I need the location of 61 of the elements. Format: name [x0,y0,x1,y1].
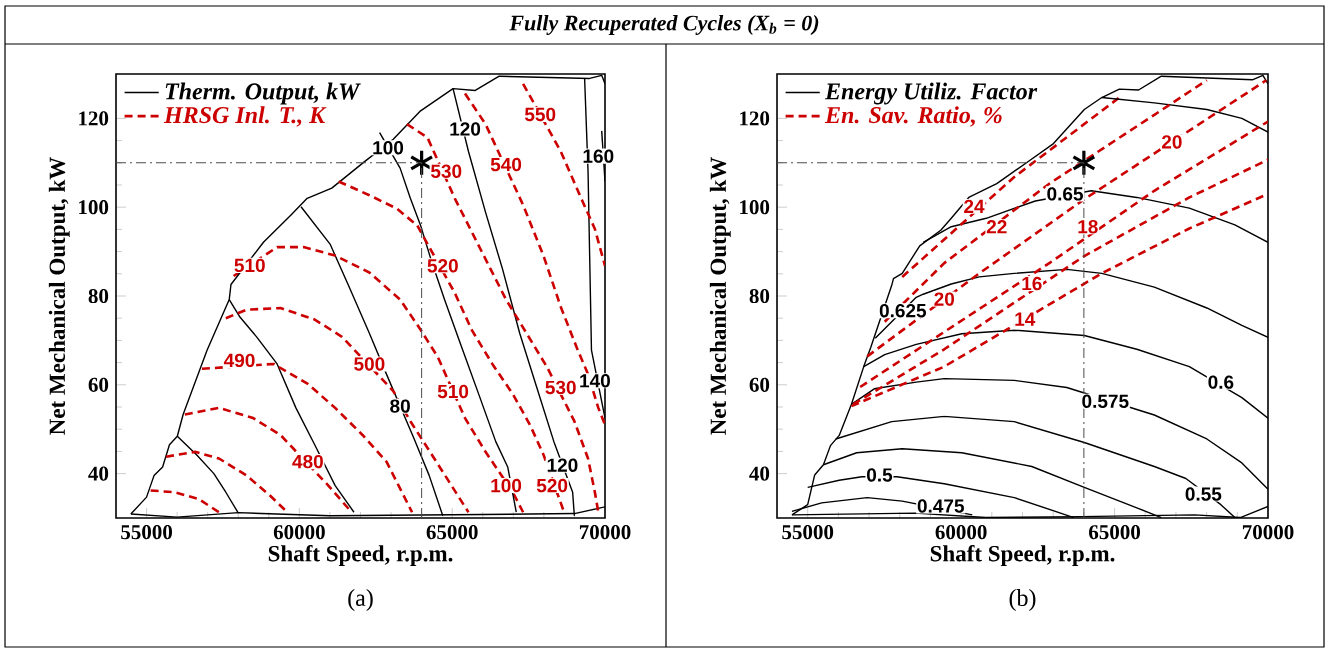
annotation: 80 [390,399,410,413]
annotation: 100 [373,140,404,155]
annotation: 520 [427,259,458,273]
y-tick-label: 60 [88,377,109,392]
annotation: 490 [223,353,255,368]
y-tick-label: 40 [749,466,770,481]
annotation: 20 [1161,135,1182,149]
y-tick-label: 80 [88,288,109,304]
annotation: 0.625 [879,303,927,318]
annotation: 14 [1015,312,1036,326]
annotation: 480 [292,454,323,469]
y-tick-label: 120 [740,111,770,126]
annotation: 510 [437,384,469,399]
y-axis-title: Net Mechanical Output, kW [48,157,70,435]
annotation: 120 [547,458,578,472]
annotation: 0.65 [1047,187,1083,201]
annotation: 120 [450,122,481,136]
legend-label: Energy Utiliz. Factor [824,82,1038,105]
text: Fully Recuperated Cycles (X$_{b}$ = 0) [509,15,819,35]
annotation: 20 [934,292,955,306]
annotation: 540 [490,157,522,172]
annotation: 520 [536,478,568,493]
x-tick-label: 65000 [426,525,478,540]
legend-label: HRSG Inl. T., K [163,106,327,127]
annotation: 0.6 [1208,375,1234,389]
y-tick-label: 120 [79,111,109,126]
text: (a) [348,589,373,611]
annotation: 0.575 [1082,394,1129,408]
legend-label: En. Sav. Ratio, % [824,106,1002,127]
y-tick-label: 100 [740,200,770,215]
x-tick-label: 70000 [579,525,631,540]
annotation: 100 [491,478,522,493]
x-tick-label: 55000 [121,525,173,540]
x-axis-title: Shaft Speed, r.p.m. [268,544,453,567]
legend-label: Therm. Output, kW [165,82,361,105]
text: (b) [1009,589,1036,611]
annotation: 550 [524,107,556,122]
annotation: 530 [545,380,576,395]
x-tick-label: 60000 [273,525,325,540]
annotation: 18 [1078,220,1098,234]
y-tick-label: 60 [749,377,770,392]
annotation: 22 [986,220,1007,234]
annotation: 24 [964,199,985,213]
annotation: 0.5 [867,468,893,482]
x-tick-label: 55000 [782,525,834,540]
annotation: 0.55 [1185,487,1222,501]
annotation: 510 [234,258,265,273]
y-tick-label: 100 [79,200,109,215]
x-tick-label: 70000 [1242,525,1294,540]
y-tick-label: 40 [88,466,109,481]
x-tick-label: 65000 [1089,525,1141,540]
annotation: 16 [1022,276,1042,291]
annotation: 140 [580,374,610,388]
annotation: 500 [354,357,385,371]
annotation: 0.475 [917,499,964,513]
x-axis-title: Shaft Speed, r.p.m. [930,544,1115,567]
y-axis-title: Net Mechanical Output, kW [709,157,731,435]
y-tick-label: 80 [749,288,770,304]
annotation: 160 [583,149,614,163]
annotation: 530 [430,164,462,178]
x-tick-label: 60000 [935,525,987,540]
